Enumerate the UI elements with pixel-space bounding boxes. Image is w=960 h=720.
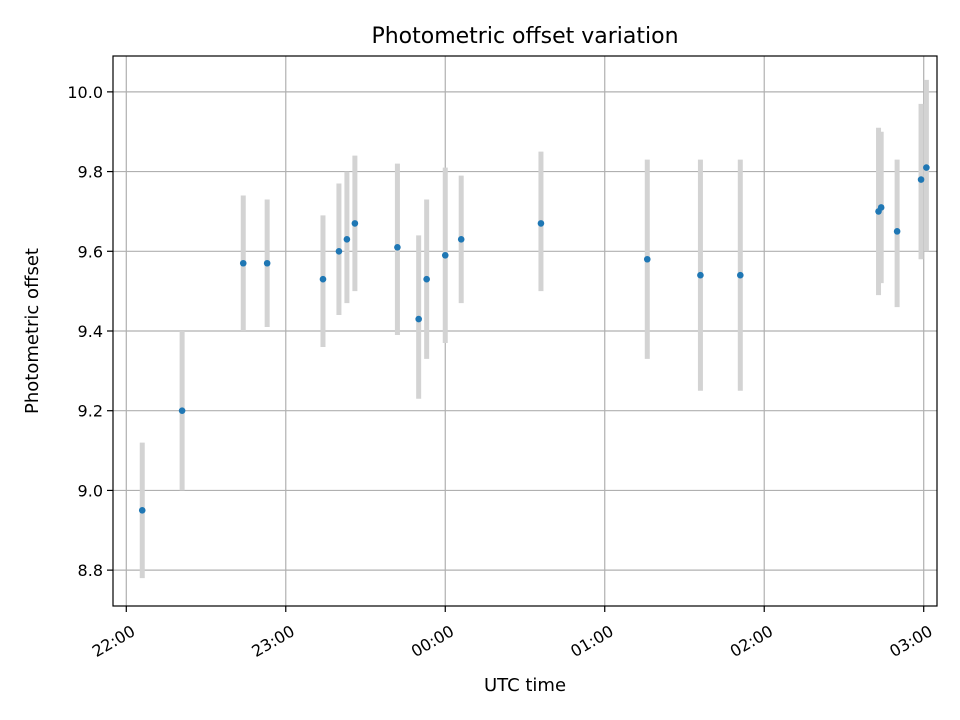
y-tick-label: 9.2	[78, 402, 103, 421]
data-points	[138, 164, 930, 514]
y-tick-label: 10.0	[67, 83, 103, 102]
data-point	[643, 255, 651, 263]
data-point	[415, 315, 422, 323]
y-axis-label: Photometric offset	[22, 248, 43, 414]
chart-title: Photometric offset variation	[371, 24, 678, 49]
data-point	[138, 507, 146, 514]
y-tick-label: 9.8	[78, 163, 103, 182]
data-point	[335, 247, 343, 255]
data-point	[263, 259, 271, 267]
data-point	[893, 228, 901, 235]
data-point	[923, 164, 930, 171]
data-point	[343, 236, 351, 243]
data-point	[239, 259, 247, 267]
data-point	[319, 275, 327, 283]
y-tick-label: 9.4	[78, 322, 103, 341]
data-point	[917, 176, 925, 183]
y-tick-label: 8.8	[78, 561, 103, 580]
data-point	[737, 271, 744, 279]
data-point	[877, 204, 885, 211]
y-tick-label: 9.0	[78, 481, 103, 500]
data-point	[394, 244, 401, 251]
data-point	[697, 271, 704, 279]
x-axis-label: UTC time	[484, 675, 566, 696]
grid	[113, 56, 937, 606]
data-point	[537, 220, 545, 227]
data-point	[441, 251, 449, 259]
data-point	[178, 407, 186, 415]
y-axis-ticks: 8.8 9.0 9.2 9.4 9.6 9.8 10.0	[67, 83, 113, 580]
data-point	[423, 275, 430, 283]
data-point	[351, 220, 359, 227]
data-point	[457, 236, 465, 243]
y-tick-label: 9.6	[78, 242, 103, 261]
